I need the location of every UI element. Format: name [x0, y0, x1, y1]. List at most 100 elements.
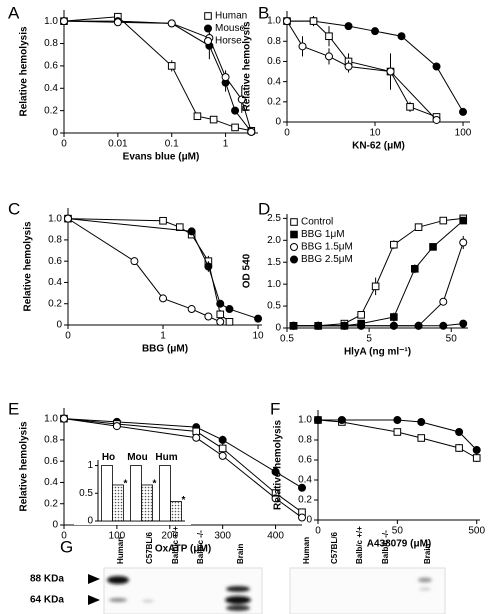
data-point	[417, 434, 426, 442]
y-tick-label: 0	[275, 323, 281, 334]
legend-label: BBG 2.5μM	[301, 254, 353, 265]
data-point	[337, 416, 346, 424]
legend-symbol	[204, 24, 212, 33]
x-tick-label: 200	[161, 531, 178, 542]
data-point	[357, 311, 365, 319]
bar	[112, 484, 124, 522]
lane-label: Balb/c -/-	[196, 530, 205, 564]
annotation: *	[124, 479, 128, 490]
data-point	[459, 107, 468, 116]
x-tick-label: 400	[267, 531, 284, 542]
data-point	[225, 305, 234, 314]
bar	[159, 465, 171, 522]
y-tick-label: 0.5	[267, 301, 281, 312]
y-tick-label: 0.4	[48, 277, 62, 288]
data-point	[283, 17, 291, 26]
panel-letter: A	[8, 3, 20, 22]
x-axis-label: Evans blue (μM)	[123, 152, 200, 163]
data-point	[218, 435, 227, 444]
data-point	[411, 265, 419, 273]
data-point	[429, 243, 437, 251]
legend-symbol	[204, 12, 212, 20]
data-point	[167, 62, 176, 70]
data-point	[130, 257, 139, 266]
panel-letter: C	[8, 199, 20, 218]
x-tick-label: 0	[61, 531, 67, 542]
x-tick-label: 0	[315, 526, 321, 537]
data-point	[389, 321, 398, 330]
data-point	[192, 433, 201, 442]
y-tick-label: 1.0	[48, 213, 62, 224]
y-tick-label: 1	[87, 460, 93, 471]
x-axis-label: A438079 (μM)	[367, 539, 431, 550]
lane-label: Balb/c +/+	[355, 526, 364, 564]
y-tick-label: 0.8	[298, 435, 312, 446]
data-point	[324, 52, 333, 61]
x-tick-label: 0	[61, 139, 67, 150]
x-tick-label: 50	[446, 334, 458, 345]
panel-letter: E	[8, 399, 19, 418]
data-point	[209, 115, 218, 124]
series-line	[67, 218, 221, 323]
bar	[130, 465, 142, 522]
lane-label: Balb/c -/-	[381, 530, 390, 564]
data-point	[432, 115, 441, 124]
data-point	[357, 321, 366, 330]
data-point	[204, 262, 213, 271]
data-point	[432, 62, 441, 71]
category-label: Mou	[127, 452, 148, 463]
y-tick-label: 0	[56, 320, 62, 331]
data-point	[371, 282, 380, 291]
series-line	[67, 218, 259, 320]
data-point	[271, 494, 280, 503]
data-point	[64, 214, 72, 223]
x-axis-label: HlyA (ng ml⁻¹)	[344, 347, 411, 358]
x-axis-label: KN-62 (μM)	[352, 141, 405, 152]
data-point	[167, 19, 176, 28]
y-tick-label: 0	[306, 515, 312, 526]
legend-label: Control	[301, 217, 333, 228]
y-tick-label: 2.5	[267, 213, 281, 224]
y-tick-label: 2.0	[267, 235, 281, 246]
data-point	[439, 216, 448, 225]
legend-symbol	[204, 37, 212, 45]
data-point	[417, 418, 426, 426]
y-axis-label: Relative hemolysis	[23, 221, 34, 311]
y-axis-label: Relative hemolysis	[273, 420, 284, 510]
data-point	[459, 216, 468, 225]
panel-letter: G	[60, 537, 73, 556]
lane-label: Balb/c +/+	[171, 526, 180, 564]
y-tick-label: 0.8	[44, 435, 58, 446]
data-point	[390, 240, 398, 249]
y-axis-label: Relative hemolysis	[242, 21, 253, 111]
data-point	[309, 17, 318, 25]
data-point	[472, 454, 481, 462]
series-line	[63, 418, 303, 489]
data-point	[414, 321, 423, 330]
data-point	[225, 318, 234, 326]
y-tick-label: 0.2	[44, 105, 58, 116]
x-axis-label: OxATP (μM)	[155, 544, 211, 555]
data-point	[218, 451, 227, 460]
y-tick-label: 0	[52, 520, 58, 531]
blot-membrane	[289, 567, 446, 614]
legend-symbol	[290, 230, 298, 239]
data-point	[187, 305, 196, 314]
y-tick-label: 0.6	[48, 256, 62, 267]
x-tick-label: 10	[369, 128, 381, 139]
lane-label: Human	[116, 537, 125, 564]
data-point	[386, 67, 395, 76]
x-tick-label: 0.5	[280, 334, 294, 345]
data-point	[271, 467, 280, 476]
legend-label: Human	[215, 11, 247, 22]
data-point	[289, 321, 298, 330]
x-tick-label: 5	[366, 334, 372, 345]
data-point	[459, 319, 468, 328]
y-axis-label: OD 540	[242, 253, 253, 288]
data-point	[455, 444, 463, 452]
series-line	[63, 418, 303, 518]
data-point	[439, 321, 448, 330]
series-line	[63, 418, 303, 513]
y-tick-label: 0.6	[44, 61, 58, 72]
data-point	[216, 317, 225, 326]
